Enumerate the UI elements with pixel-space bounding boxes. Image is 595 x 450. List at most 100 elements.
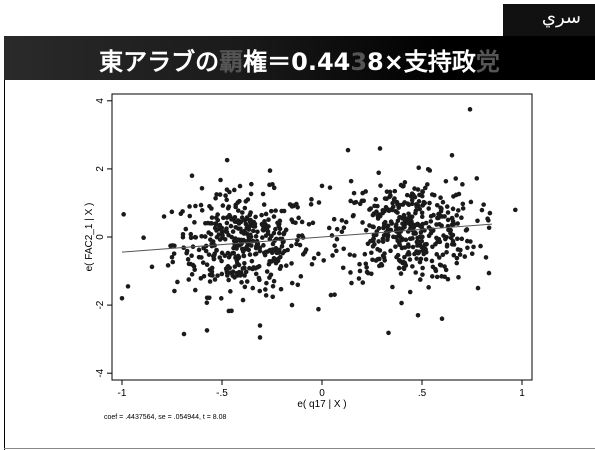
scatter-point bbox=[429, 258, 435, 264]
scatter-point bbox=[224, 187, 230, 192]
scatter-point bbox=[259, 212, 264, 218]
x-tick-label: -1 bbox=[118, 388, 127, 399]
scatter-point bbox=[244, 243, 250, 249]
scatter-point bbox=[444, 242, 450, 248]
scatter-point bbox=[271, 278, 277, 284]
scatter-point bbox=[172, 288, 177, 294]
scatter-point bbox=[217, 237, 223, 242]
y-axis-label: e( FAC2_1 | X ) bbox=[84, 203, 95, 272]
x-tick-label: -.5 bbox=[216, 388, 228, 399]
scatter-point bbox=[382, 251, 387, 256]
scatter-point bbox=[443, 236, 448, 242]
scatter-point bbox=[232, 264, 238, 269]
scatter-point bbox=[189, 272, 195, 277]
scatter-point bbox=[391, 234, 396, 240]
scatter-point bbox=[236, 269, 242, 275]
scatter-point bbox=[434, 202, 440, 208]
scatter-point bbox=[228, 223, 234, 229]
scatter-point bbox=[242, 205, 248, 211]
scatter-point bbox=[300, 235, 306, 240]
scatter-point bbox=[223, 193, 228, 198]
scatter-point bbox=[401, 266, 407, 272]
scatter-point bbox=[363, 261, 369, 267]
scatter-point bbox=[513, 207, 518, 213]
y-tick-label: 2 bbox=[95, 166, 106, 172]
scatter-point bbox=[234, 246, 239, 251]
scatter-point bbox=[420, 202, 426, 207]
x-tick-label: 0 bbox=[319, 388, 325, 399]
scatter-point bbox=[450, 232, 456, 238]
scatter-point bbox=[398, 182, 404, 188]
scatter-point bbox=[381, 225, 386, 231]
scatter-point bbox=[406, 251, 412, 257]
x-axis-label: e( q17 | X ) bbox=[297, 399, 346, 410]
scatter-point bbox=[343, 219, 349, 225]
scatter-point bbox=[454, 255, 460, 261]
scatter-point bbox=[273, 226, 278, 232]
scatter-point bbox=[378, 261, 384, 267]
scatter-point bbox=[364, 265, 369, 270]
scatter-point bbox=[220, 215, 226, 221]
scatter-point bbox=[204, 262, 210, 268]
scatter-point bbox=[206, 252, 212, 257]
scatter-point bbox=[241, 237, 246, 243]
scatter-point bbox=[298, 274, 304, 279]
scatter-point bbox=[425, 182, 430, 187]
scatter-point bbox=[387, 194, 392, 200]
scatter-point bbox=[483, 255, 489, 260]
scatter-point bbox=[278, 264, 284, 269]
scatter-point bbox=[486, 270, 492, 276]
scatter-point bbox=[360, 220, 365, 225]
scatter-point bbox=[257, 248, 263, 254]
scatter-point bbox=[202, 234, 208, 239]
scatter-point bbox=[193, 203, 198, 209]
scatter-point bbox=[416, 249, 422, 255]
scatter-point bbox=[266, 261, 272, 267]
scatter-point bbox=[287, 202, 293, 207]
title-part: 東アラブの bbox=[99, 48, 220, 76]
scatter-point bbox=[367, 223, 372, 228]
scatter-point bbox=[410, 244, 416, 250]
scatter-point bbox=[400, 221, 405, 226]
scatter-point bbox=[224, 215, 230, 220]
scatter-point bbox=[423, 220, 429, 226]
scatter-point bbox=[281, 230, 287, 236]
scatter-point bbox=[450, 238, 456, 244]
scatter-point bbox=[190, 262, 196, 268]
scatter-point bbox=[230, 217, 236, 222]
scatter-point bbox=[263, 287, 268, 292]
scatter-point bbox=[279, 244, 285, 249]
scatter-point bbox=[226, 308, 232, 314]
scatter-point bbox=[431, 212, 436, 218]
regression-note: coef = .4437564, se = .054944, t = 8.08 bbox=[104, 414, 227, 421]
x-tick-label: 1 bbox=[519, 388, 525, 399]
scatter-point bbox=[257, 245, 263, 251]
scatter-point bbox=[427, 200, 432, 206]
scatter-point bbox=[438, 195, 443, 201]
fitted-line bbox=[121, 223, 493, 253]
scatter-point bbox=[436, 255, 442, 260]
scatter-point bbox=[393, 224, 399, 230]
scatter-point bbox=[121, 212, 126, 217]
scatter-point bbox=[459, 215, 464, 221]
scatter-point bbox=[214, 247, 219, 253]
scatter-point bbox=[274, 250, 280, 256]
scatter-point bbox=[465, 245, 470, 251]
scatter-point bbox=[407, 257, 413, 262]
scatter-point bbox=[210, 273, 215, 278]
scatter-point bbox=[242, 273, 247, 278]
scatter-point bbox=[183, 226, 189, 232]
scatter-point bbox=[413, 202, 419, 207]
scatter-point bbox=[289, 217, 295, 222]
slide-title: 東アラブの覇権＝0.4438×支持政党 bbox=[4, 42, 595, 77]
scatter-point bbox=[260, 222, 265, 228]
scatter-point bbox=[399, 300, 404, 306]
scatter-point bbox=[275, 258, 281, 264]
scatter-point bbox=[199, 255, 204, 260]
scatter-point bbox=[204, 300, 210, 306]
scatter-point bbox=[419, 193, 425, 199]
scatter-point bbox=[416, 165, 422, 171]
scatter-point bbox=[180, 209, 185, 214]
scatter-point bbox=[219, 271, 225, 277]
scatter-point bbox=[332, 243, 337, 248]
